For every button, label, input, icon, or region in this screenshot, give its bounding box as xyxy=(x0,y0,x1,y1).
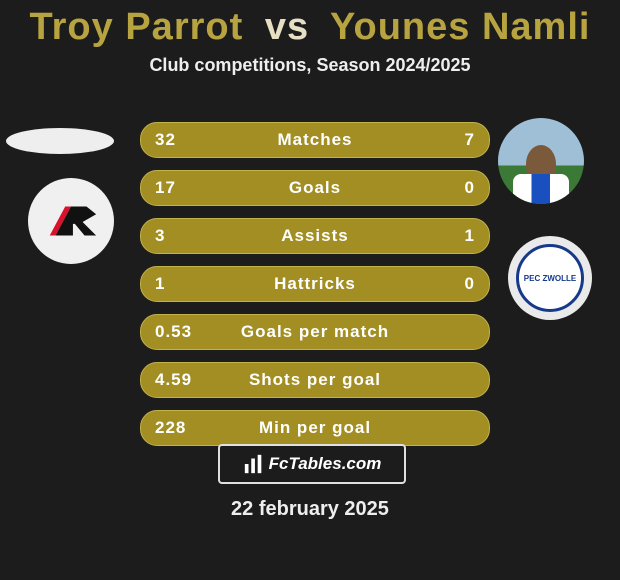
club1-badge xyxy=(28,178,114,264)
az-logo-icon xyxy=(42,200,100,242)
stat-left: 3 xyxy=(155,219,165,253)
stat-left: 4.59 xyxy=(155,363,192,397)
watermark-text: FcTables.com xyxy=(269,454,382,474)
player2-photo xyxy=(498,118,584,204)
stat-label: Shots per goal xyxy=(249,370,381,390)
stat-row: 17 Goals 0 xyxy=(140,170,490,206)
stat-row: 1 Hattricks 0 xyxy=(140,266,490,302)
barchart-icon xyxy=(243,453,265,475)
club2-name: PEC ZWOLLE xyxy=(524,274,576,283)
stat-right: 7 xyxy=(465,123,475,157)
stats-block: 32 Matches 7 17 Goals 0 3 Assists 1 1 Ha… xyxy=(140,122,490,458)
stat-row: 3 Assists 1 xyxy=(140,218,490,254)
date-text: 22 february 2025 xyxy=(0,498,620,521)
stat-left: 17 xyxy=(155,171,176,205)
comparison-card: Troy Parrot vs Younes Namli Club competi… xyxy=(0,0,620,580)
vs-text: vs xyxy=(265,6,309,48)
stat-label: Goals per match xyxy=(241,322,389,342)
stat-row: 228 Min per goal xyxy=(140,410,490,446)
stat-label: Goals xyxy=(289,178,341,198)
stat-label: Hattricks xyxy=(274,274,356,294)
stat-left: 1 xyxy=(155,267,165,301)
stat-left: 228 xyxy=(155,411,186,445)
subtitle: Club competitions, Season 2024/2025 xyxy=(0,55,620,76)
stat-right: 0 xyxy=(465,267,475,301)
title: Troy Parrot vs Younes Namli xyxy=(0,0,620,49)
stat-left: 32 xyxy=(155,123,176,157)
player1-photo-placeholder xyxy=(6,128,114,154)
stat-row: 4.59 Shots per goal xyxy=(140,362,490,398)
club2-badge: PEC ZWOLLE xyxy=(508,236,592,320)
player2-name: Younes Namli xyxy=(330,6,590,48)
stat-row: 0.53 Goals per match xyxy=(140,314,490,350)
player1-name: Troy Parrot xyxy=(30,6,244,48)
stat-right: 0 xyxy=(465,171,475,205)
stat-label: Assists xyxy=(281,226,348,246)
stat-row: 32 Matches 7 xyxy=(140,122,490,158)
stat-right: 1 xyxy=(465,219,475,253)
stat-label: Min per goal xyxy=(259,418,371,438)
stat-left: 0.53 xyxy=(155,315,192,349)
stat-label: Matches xyxy=(277,130,352,150)
watermark: FcTables.com xyxy=(218,444,406,484)
